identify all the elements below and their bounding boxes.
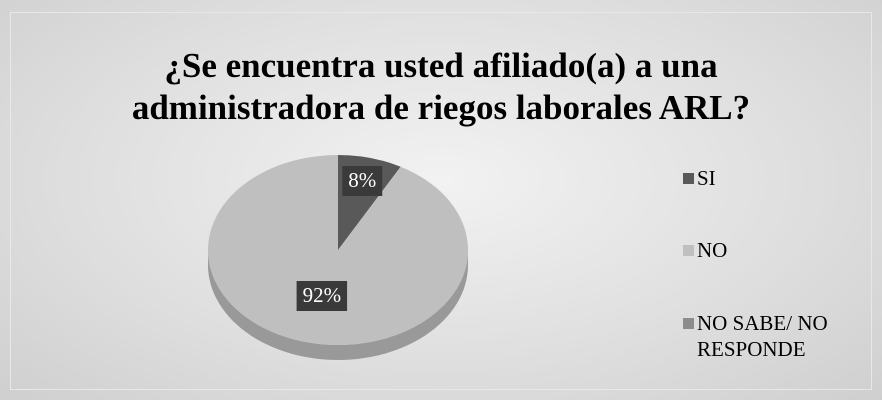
- data-label: 8%: [348, 168, 376, 192]
- legend-label: SI: [697, 166, 716, 190]
- data-label-box: [296, 281, 348, 312]
- data-label-box: [342, 165, 383, 196]
- legend-label: NO SABE/ NO RESPONDE: [697, 311, 828, 361]
- data-label-group: 92%: [296, 281, 348, 312]
- legend-swatch: [683, 245, 694, 256]
- pie-slice: [207, 155, 468, 345]
- chart-title: ¿Se encuentra usted afiliado(a) a una ad…: [131, 46, 751, 127]
- chart-frame: [10, 12, 872, 390]
- data-label: 92%: [303, 283, 342, 307]
- legend-swatch: [683, 318, 694, 329]
- data-label-group: 8%: [342, 165, 383, 196]
- legend-label: NO: [697, 238, 728, 262]
- legend-swatch: [683, 173, 694, 184]
- pie-side: [208, 250, 468, 360]
- title-box: ¿Se encuentra usted afiliado(a) a una ad…: [40, 45, 842, 129]
